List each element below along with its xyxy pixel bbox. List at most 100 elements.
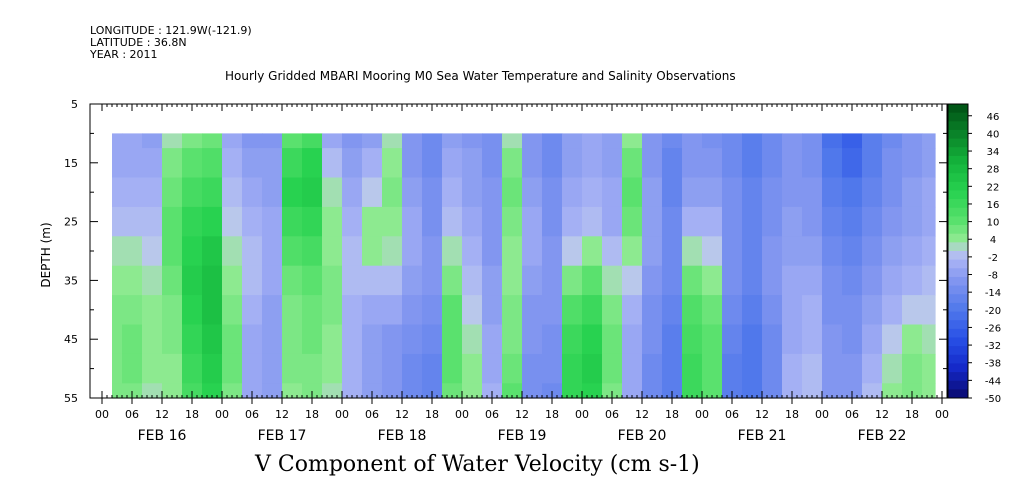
heatmap-cell	[822, 148, 843, 179]
heatmap-cell	[682, 206, 703, 237]
heatmap-cell	[302, 324, 323, 355]
x-hour-label: 00	[815, 408, 829, 421]
heatmap-cell	[602, 236, 623, 267]
heatmap-cell	[882, 206, 903, 237]
colorbar-band	[948, 276, 968, 286]
heatmap-cell	[642, 265, 663, 296]
heatmap-cell	[362, 265, 383, 296]
heatmap-cell	[742, 295, 763, 326]
colorbar-band	[948, 346, 968, 356]
heatmap-cell	[112, 133, 123, 149]
y-tick-label: 5	[71, 98, 78, 111]
heatmap-cell	[482, 383, 503, 399]
heatmap-cell	[142, 206, 163, 237]
heatmap-cell	[422, 148, 443, 179]
x-hour-label: 12	[875, 408, 889, 421]
heatmap-cell	[502, 206, 523, 237]
heatmap-cell	[782, 324, 803, 355]
heatmap-cell	[422, 206, 443, 237]
heatmap-cell	[522, 324, 543, 355]
heatmap-cell	[342, 148, 363, 179]
colorbar-band	[948, 268, 968, 278]
colorbar-band	[948, 251, 968, 261]
heatmap-cell	[822, 353, 843, 384]
heatmap-cell	[122, 133, 143, 149]
heatmap-cell	[322, 133, 343, 149]
heatmap-cell	[822, 177, 843, 208]
colorbar-band	[948, 302, 968, 312]
heatmap-cell	[842, 324, 863, 355]
heatmap-cell	[282, 236, 303, 267]
heatmap-cell	[242, 148, 263, 179]
heatmap-cell	[402, 206, 423, 237]
heatmap-cell	[522, 148, 543, 179]
heatmap-cell	[642, 236, 663, 267]
x-hour-label: 06	[245, 408, 259, 421]
heatmap-cell	[402, 324, 423, 355]
heatmap-cell	[382, 177, 403, 208]
heatmap-cell	[542, 265, 563, 296]
heatmap-cell	[162, 324, 183, 355]
heatmap-cell	[762, 133, 783, 149]
heatmap-cell	[702, 236, 723, 267]
colorbar-band	[948, 104, 968, 114]
colorbar-label: -50	[985, 394, 1001, 405]
heatmap-cell	[682, 148, 703, 179]
heatmap-cell	[162, 148, 183, 179]
heatmap-cell	[302, 177, 323, 208]
heatmap-cell	[522, 236, 543, 267]
heatmap-cell	[302, 353, 323, 384]
heatmap-cell	[922, 148, 936, 179]
heatmap-cell	[562, 295, 583, 326]
heatmap-cell	[482, 236, 503, 267]
heatmap-cell	[702, 383, 723, 399]
heatmap-cell	[322, 324, 343, 355]
heatmap-cell	[902, 236, 923, 267]
heatmap-cell	[502, 133, 523, 149]
heatmap-cell	[802, 295, 823, 326]
y-tick-label: 45	[64, 333, 78, 346]
heatmap-cell	[682, 177, 703, 208]
heatmap-cell	[782, 133, 803, 149]
colorbar-label: -32	[985, 341, 1001, 352]
heatmap-cell	[742, 148, 763, 179]
heatmap-cell	[402, 133, 423, 149]
heatmap-cell	[162, 295, 183, 326]
heatmap-cell	[822, 265, 843, 296]
heatmap-cell	[242, 383, 263, 399]
heatmap-cell	[642, 133, 663, 149]
heatmap-cell	[502, 353, 523, 384]
y-tick-label: 25	[64, 216, 78, 229]
heatmap-cell	[882, 177, 903, 208]
heatmap-cell	[462, 236, 483, 267]
heatmap-cell	[722, 177, 743, 208]
heatmap-cell	[562, 383, 583, 399]
colorbar: 46 40 34 28 22 16 10 4 -2 -8 -14 -20 -26 -32 -38 -44 -50	[947, 103, 1001, 405]
heatmap-cell	[922, 265, 936, 296]
heatmap-cell	[722, 353, 743, 384]
x-hour-label: 18	[185, 408, 199, 421]
heatmap-cell	[482, 148, 503, 179]
heatmap-cell	[782, 236, 803, 267]
colorbar-band	[948, 199, 968, 209]
heatmap-cell	[782, 206, 803, 237]
heatmap-cell	[642, 177, 663, 208]
heatmap-cell	[142, 353, 163, 384]
heatmap-cell	[302, 383, 323, 399]
heatmap-cell	[862, 324, 883, 355]
heatmap-cell	[902, 265, 923, 296]
heatmap-cell	[262, 295, 283, 326]
heatmap-cell	[182, 133, 203, 149]
heatmap-cell	[402, 177, 423, 208]
heatmap-cell	[862, 236, 883, 267]
heatmap-cell	[922, 133, 936, 149]
heatmap-cell	[322, 177, 343, 208]
heatmap-cell	[622, 177, 643, 208]
heatmap-cell	[762, 177, 783, 208]
colorbar-band	[948, 164, 968, 174]
heatmap-cell	[762, 383, 783, 399]
colorbar-label: 16	[987, 200, 1000, 211]
heatmap-cell	[502, 324, 523, 355]
heatmap-cell	[662, 353, 683, 384]
